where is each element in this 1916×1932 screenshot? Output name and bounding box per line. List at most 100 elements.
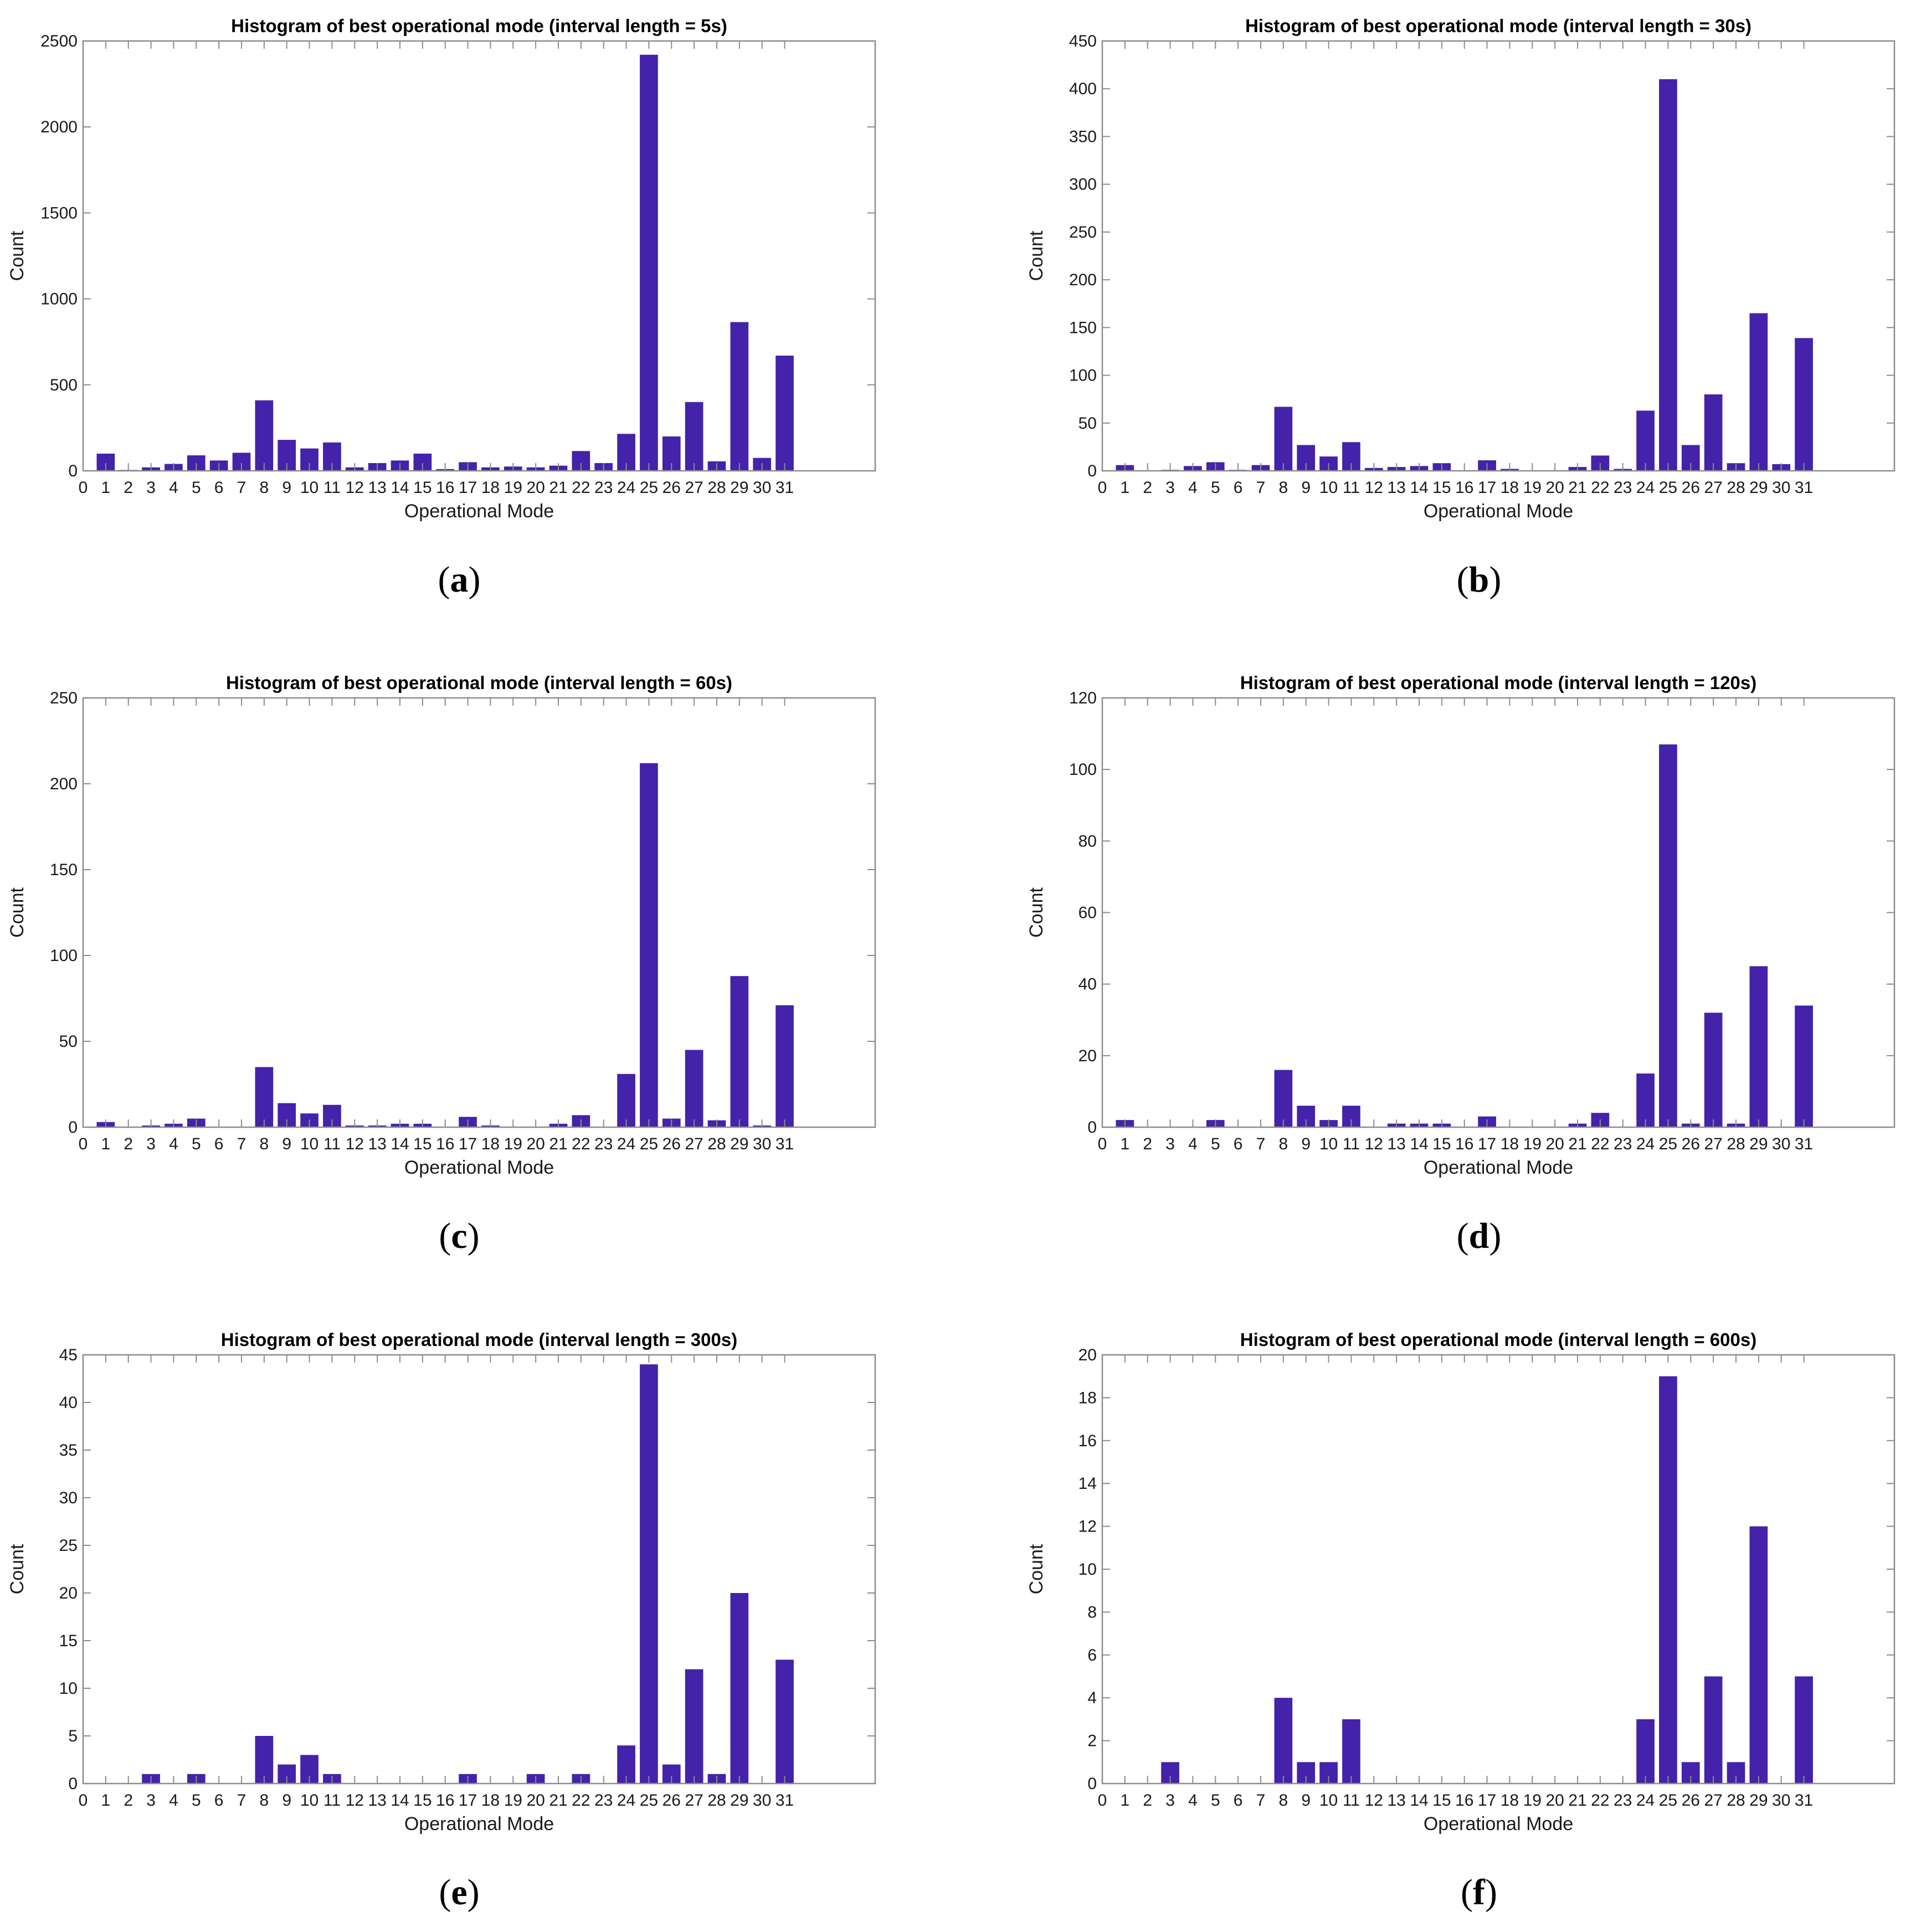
chart-c-bar-8	[255, 1067, 274, 1127]
chart-f-caption: (f)	[1461, 1872, 1497, 1913]
chart-d-ytick-label: 60	[1078, 904, 1097, 922]
chart-d-caption-letter: d	[1469, 1216, 1489, 1256]
chart-d-bar-27	[1704, 1013, 1723, 1127]
chart-b-xtick-label: 19	[1523, 479, 1542, 497]
chart-a-bar-27	[685, 402, 703, 471]
chart-c-xtick-label: 31	[775, 1135, 794, 1153]
chart-f-xtick-label: 11	[1343, 1791, 1360, 1810]
chart-b-xtick-label: 29	[1749, 479, 1768, 497]
chart-e-xtick-label: 28	[707, 1791, 726, 1810]
chart-a-ytick-label: 2500	[40, 32, 78, 50]
chart-b-xtick-label: 17	[1478, 479, 1496, 497]
chart-a-xtick-label: 3	[146, 479, 156, 497]
chart-a-xtick-label: 0	[79, 479, 88, 497]
chart-e-xtick-label: 9	[282, 1791, 291, 1810]
chart-f-xlabel: Operational Mode	[1424, 1813, 1573, 1835]
chart-f-bar-31	[1795, 1676, 1813, 1784]
chart-c-xlabel: Operational Mode	[404, 1157, 554, 1178]
chart-b-xtick-label: 28	[1727, 479, 1745, 497]
chart-e-caption-letter: e	[451, 1872, 467, 1913]
chart-f-ytick-label: 2	[1087, 1732, 1097, 1750]
chart-a-bar-29	[730, 322, 749, 471]
chart-f-xtick-label: 30	[1772, 1791, 1790, 1810]
chart-c-bar-31	[775, 1005, 794, 1127]
chart-d-xtick-label: 2	[1143, 1135, 1152, 1153]
chart-f-xtick-label: 20	[1545, 1791, 1564, 1810]
chart-a-xtick-label: 20	[526, 479, 545, 497]
chart-d-xtick-label: 21	[1568, 1135, 1586, 1153]
chart-c-xtick-label: 16	[436, 1135, 454, 1153]
chart-a-xtick-label: 26	[662, 479, 681, 497]
chart-d-xlabel: Operational Mode	[1424, 1157, 1573, 1178]
chart-d-xtick-label: 29	[1749, 1135, 1768, 1153]
chart-e-ytick-label: 5	[68, 1727, 78, 1745]
chart-d-xtick-label: 8	[1279, 1135, 1288, 1153]
chart-f-xtick-label: 9	[1301, 1791, 1311, 1810]
chart-d-xtick-label: 18	[1501, 1135, 1519, 1153]
chart-f-ytick-label: 18	[1078, 1389, 1097, 1407]
chart-a-ytick-label: 0	[68, 462, 78, 480]
chart-b-caption: (b)	[1457, 559, 1502, 600]
chart-f-ytick-label: 6	[1087, 1646, 1097, 1664]
chart-c-xtick-label: 15	[413, 1135, 432, 1153]
chart-c-bar-29	[730, 976, 749, 1127]
chart-a-xtick-label: 5	[192, 479, 201, 497]
chart-a-xtick-label: 1	[101, 479, 111, 497]
chart-f-xtick-label: 3	[1165, 1791, 1175, 1810]
chart-b-ytick-label: 400	[1069, 80, 1097, 98]
chart-c-ylabel: Count	[7, 887, 28, 938]
chart-c-xtick-label: 0	[79, 1135, 88, 1153]
chart-b-title: Histogram of best operational mode (inte…	[1245, 16, 1751, 36]
chart-f-xtick-label: 18	[1501, 1791, 1519, 1810]
chart-b-ytick-label: 0	[1087, 462, 1097, 480]
chart-c-ytick-label: 200	[50, 775, 78, 793]
chart-f-bar-11	[1342, 1719, 1360, 1784]
chart-c-xtick-label: 23	[594, 1135, 613, 1153]
chart-a-xtick-label: 2	[124, 479, 133, 497]
chart-c-xtick-label: 2	[124, 1135, 133, 1153]
chart-e-ytick-label: 20	[59, 1584, 78, 1602]
chart-e-bar-27	[685, 1669, 703, 1784]
chart-f-xtick-label: 19	[1523, 1791, 1542, 1810]
chart-e-ytick-label: 0	[68, 1775, 78, 1793]
chart-e-xtick-label: 22	[572, 1791, 590, 1810]
chart-e-xtick-label: 25	[640, 1791, 658, 1810]
chart-f-ytick-label: 4	[1087, 1689, 1097, 1707]
chart-e-xtick-label: 24	[617, 1791, 635, 1810]
chart-a-xtick-label: 31	[775, 479, 794, 497]
chart-e-xtick-label: 23	[594, 1791, 613, 1810]
chart-b-xtick-label: 25	[1659, 479, 1677, 497]
chart-a-bar-25	[640, 54, 658, 471]
chart-a-xtick-label: 16	[436, 479, 454, 497]
chart-b-ytick-label: 250	[1069, 223, 1097, 242]
chart-d-xtick-label: 7	[1256, 1135, 1266, 1153]
chart-b-xtick-label: 21	[1568, 479, 1586, 497]
chart-c-caption-letter: c	[451, 1216, 467, 1256]
chart-d-bar-29	[1749, 966, 1768, 1127]
chart-a-axes-box	[82, 40, 876, 472]
chart-b-xtick-label: 13	[1387, 479, 1405, 497]
chart-b-xtick-label: 23	[1614, 479, 1632, 497]
chart-b-xtick-label: 14	[1410, 479, 1428, 497]
chart-c-axes-box	[82, 697, 876, 1128]
chart-d-ytick-label: 40	[1078, 975, 1097, 994]
chart-e-xtick-label: 13	[368, 1791, 386, 1810]
chart-b-xtick-label: 10	[1319, 479, 1338, 497]
chart-e-ytick-label: 40	[59, 1394, 78, 1412]
chart-a-xtick-label: 6	[214, 479, 224, 497]
chart-f-ytick-label: 16	[1078, 1432, 1097, 1450]
chart-c-xtick-label: 10	[300, 1135, 319, 1153]
chart-f-ytick-label: 12	[1078, 1518, 1097, 1536]
chart-c-xtick-label: 14	[391, 1135, 409, 1153]
chart-b-ylabel: Count	[1026, 230, 1047, 281]
chart-e-xtick-label: 18	[481, 1791, 500, 1810]
chart-f-xtick-label: 2	[1143, 1791, 1152, 1810]
chart-e-caption: (e)	[439, 1872, 479, 1913]
chart-f-xtick-label: 23	[1614, 1791, 1632, 1810]
chart-c-xtick-label: 1	[101, 1135, 111, 1153]
chart-b-xtick-label: 0	[1098, 479, 1107, 497]
chart-b-ytick-label: 100	[1069, 367, 1097, 385]
chart-a-caption: (a)	[438, 559, 481, 600]
chart-f-xtick-label: 8	[1279, 1791, 1288, 1810]
chart-c-xtick-label: 3	[146, 1135, 156, 1153]
